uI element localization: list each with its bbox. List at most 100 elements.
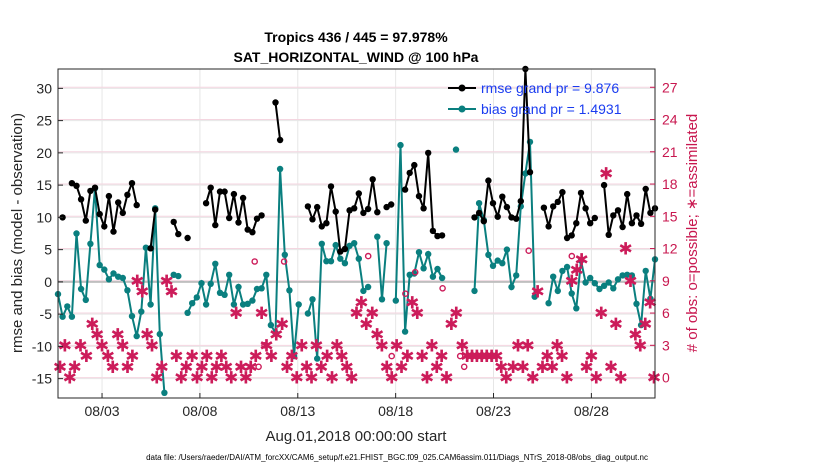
obs-assimilated-point: ✱	[200, 347, 214, 367]
series-obs-possible	[251, 247, 576, 371]
bias-point	[189, 300, 196, 307]
footer-data-file: data file: /Users/raeder/DAI/ATM_forcXX/…	[146, 453, 648, 462]
rmse-point	[128, 180, 136, 187]
bias-point	[161, 389, 168, 396]
obs-assimilated-point: ✱	[224, 369, 238, 389]
obs-assimilated-point: ✱	[106, 358, 120, 378]
rmse-point	[175, 230, 182, 238]
y-tick-label: 10	[36, 209, 52, 225]
rmse-point	[471, 214, 478, 221]
rmse-point	[624, 190, 631, 198]
obs-assimilated-point: ✱	[344, 369, 358, 389]
rmse-point	[152, 206, 159, 213]
bias-point	[425, 250, 432, 258]
obs-assimilated-point: ✱	[249, 347, 263, 367]
obs-assimilated-point: ✱	[349, 304, 363, 324]
y2-tick-label: 15	[662, 208, 678, 224]
obs-assimilated-point: ✱	[555, 347, 569, 367]
rmse-point	[411, 161, 418, 169]
rmse-point	[230, 190, 238, 198]
rmse-point	[73, 182, 80, 189]
y2-tick-label: 9	[662, 273, 670, 289]
rmse-point	[272, 99, 279, 106]
y-tick-label: 30	[36, 80, 52, 96]
rmse-point	[133, 201, 140, 209]
x-tick-label: 08/13	[280, 403, 315, 419]
rmse-point	[309, 216, 316, 223]
bias-point	[337, 255, 344, 262]
obs-assimilated-point: ✱	[234, 358, 248, 378]
bias-point	[550, 273, 557, 280]
obs-assimilated-point: ✱	[325, 369, 339, 389]
obs-assimilated-point: ✱	[405, 293, 419, 313]
y-tick-label: 20	[36, 145, 52, 161]
obs-assimilated-point: ✱	[290, 369, 304, 389]
rmse-point	[77, 196, 85, 203]
obs-assimilated-point: ✱	[594, 304, 608, 324]
rmse-point	[545, 223, 552, 230]
obs-assimilated-point: ✱	[244, 358, 258, 378]
bias-point	[438, 274, 446, 282]
chart-title: Tropics 436 / 445 = 97.978%	[264, 29, 448, 45]
bias-point	[87, 240, 94, 247]
rmse-point	[226, 214, 233, 222]
obs-assimilated-point: ✱	[314, 358, 328, 378]
bias-point	[212, 260, 219, 267]
rmse-point	[244, 226, 251, 233]
obs-assimilated-point: ✱	[365, 304, 379, 324]
obs-possible-point	[280, 258, 288, 265]
bias-point	[147, 301, 154, 308]
rmse-point	[82, 217, 90, 224]
bias-point	[198, 280, 205, 287]
obs-assimilated-point: ✱	[85, 315, 99, 335]
rmse-point	[253, 215, 261, 222]
bias-point	[193, 294, 200, 301]
bias-point	[263, 271, 270, 278]
bias-point	[545, 300, 552, 307]
obs-assimilated-point: ✱	[205, 369, 219, 389]
rmse-point	[207, 184, 214, 191]
obs-assimilated-point: ✱	[584, 347, 598, 367]
obs-assimilated-point: ✱	[449, 304, 463, 324]
rmse-point	[105, 192, 113, 200]
bias-point	[554, 287, 561, 295]
rmse-point	[415, 192, 423, 200]
obs-assimilated-point: ✱	[489, 347, 503, 367]
obs-assimilated-point: ✱	[410, 304, 424, 324]
bias-point	[633, 300, 640, 307]
bias-point	[258, 285, 265, 292]
rmse-point	[568, 232, 575, 239]
obs-assimilated-point: ✱	[219, 358, 233, 378]
obs-assimilated-point: ✱	[214, 347, 228, 367]
bias-point	[513, 272, 520, 279]
obs-assimilated-point: ✱	[521, 336, 535, 356]
bias-point	[628, 272, 636, 279]
rmse-point	[369, 176, 376, 183]
rmse-point	[110, 228, 117, 235]
obs-assimilated-point: ✱	[623, 272, 637, 292]
bias-point	[235, 283, 242, 291]
obs-assimilated-point: ✱	[506, 358, 520, 378]
obs-assimilated-point: ✱	[155, 358, 169, 378]
bias-point	[397, 141, 404, 149]
y2-tick-label: 6	[662, 305, 670, 321]
bias-point	[573, 305, 580, 312]
bias-point	[142, 244, 150, 251]
series-layer: ✱✱✱✱✱✱✱✱✱✱✱✱✱✱✱✱✱✱✱✱✱✱✱✱✱✱✱✱✱✱✱✱✱✱✱✱✱✱✱✱…	[53, 65, 661, 396]
bias-point	[128, 312, 136, 320]
y-tick-label: -10	[32, 338, 52, 354]
obs-possible-point	[456, 352, 464, 360]
rmse-point	[124, 191, 131, 198]
y-tick-label: 15	[36, 177, 52, 193]
bias-point	[503, 246, 511, 253]
rmse-point	[573, 220, 580, 227]
bias-point	[110, 270, 117, 277]
obs-assimilated-point: ✱	[638, 315, 652, 335]
rmse-point	[91, 184, 99, 191]
obs-possible-point	[568, 252, 576, 260]
obs-possible-point	[255, 363, 262, 371]
bias-point	[101, 266, 108, 273]
bias-point	[73, 230, 80, 237]
bias-point	[587, 274, 594, 282]
obs-possible-point	[525, 247, 533, 254]
